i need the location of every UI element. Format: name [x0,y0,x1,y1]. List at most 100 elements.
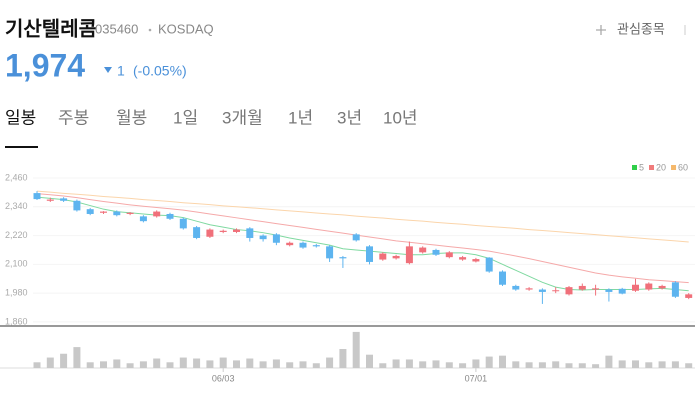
down-arrow [104,67,112,73]
volume-bar [246,358,254,368]
change-pct: (-0.05%) [133,63,187,79]
candle-body [459,257,467,260]
volume-bar [299,361,307,368]
volume-bar [552,361,560,368]
candle-body [525,288,533,290]
volume-bar [73,347,81,368]
volume-bar [565,363,573,368]
candle-body [632,284,639,291]
volume-bar [459,363,467,368]
candle-body [233,229,240,232]
candle-body [33,193,41,200]
volume-bar [153,358,161,368]
tab[interactable]: 1일 [173,108,198,127]
legend-label: 20 [656,162,666,172]
volume-bar [538,362,546,368]
y-tick-label: 2,100 [5,259,28,269]
candle-body [339,257,347,259]
volume-bar [592,364,600,368]
watch-button[interactable]: 관심종목 [596,21,665,36]
candle-body [485,257,493,272]
volume-bar [525,362,533,368]
volume-bar [219,357,227,368]
y-tick-label: 2,220 [5,230,28,240]
candle-body [312,245,320,247]
legend-label: 5 [639,162,644,172]
candle-body [206,229,214,237]
market: KOSDAQ [158,21,214,36]
volume-bar [645,362,653,368]
tab[interactable]: 주봉 [58,108,89,127]
volume-bar [658,361,666,368]
volume-bar [578,363,586,368]
volume-bar [46,357,54,368]
tab[interactable]: 3개월 [222,108,263,127]
legend-swatch [671,165,677,170]
tab[interactable]: 1년 [288,108,313,127]
legend-swatch [632,165,637,170]
candle-body [392,255,400,259]
candle-body [432,249,440,255]
volume-bar [60,353,68,368]
candle-body [685,294,693,298]
candle-body [46,199,54,201]
tab[interactable]: 3년 [337,108,362,127]
volume-bar [605,355,613,368]
volume-bar [193,358,201,368]
candle-body [86,209,94,214]
volume-bar [405,359,413,368]
tab[interactable]: 10년 [383,108,418,127]
candle-body [645,283,653,290]
volume-bar [366,354,373,368]
candle-body [100,211,107,213]
candle-body [153,211,161,217]
candle-body [552,290,560,292]
candle-body [578,285,586,290]
candle-body [113,211,121,216]
y-tick-label: 1,860 [5,316,28,326]
y-tick-label: 1,980 [5,288,28,298]
candle-body [139,216,147,222]
price: 1,974 [5,47,85,83]
ma-line [36,196,689,292]
volume-bar [179,357,187,368]
y-tick-label: 2,340 [5,201,28,211]
y-tick-label: 2,460 [5,172,28,182]
volume-bar [685,363,693,368]
candle-body [326,246,334,259]
plus-icon [596,25,606,35]
volume-bar [206,360,214,368]
ma-line [36,193,689,284]
candle-body [60,198,68,201]
candle-body [445,252,453,258]
tab[interactable]: 일봉 [5,108,36,127]
candle-body [605,289,613,292]
candle-body [499,271,506,285]
candle-body [592,288,600,290]
volume-bar [632,360,639,368]
volume-bar [86,362,94,368]
candle-body [366,246,373,262]
candle-body [73,200,81,211]
candle-body [259,235,267,240]
volume-bar [326,357,334,368]
watch-label[interactable]: 관심종목 [617,21,665,36]
candle-body [379,253,387,260]
candle-body [272,234,280,243]
volume-bar [339,349,347,368]
volume-bar [671,361,679,368]
tab[interactable]: 월봉 [116,108,147,127]
volume-bar [100,361,107,368]
candle-body [193,227,201,238]
separator [148,28,152,32]
volume-bar [233,360,240,368]
ma-line [36,190,689,243]
volume-bar [139,361,147,368]
candle-body [179,218,187,229]
candle-body [126,212,134,214]
volume-bar [472,359,480,368]
candle-body [671,282,679,297]
candle-body [219,230,227,232]
volume-bar [419,361,427,368]
